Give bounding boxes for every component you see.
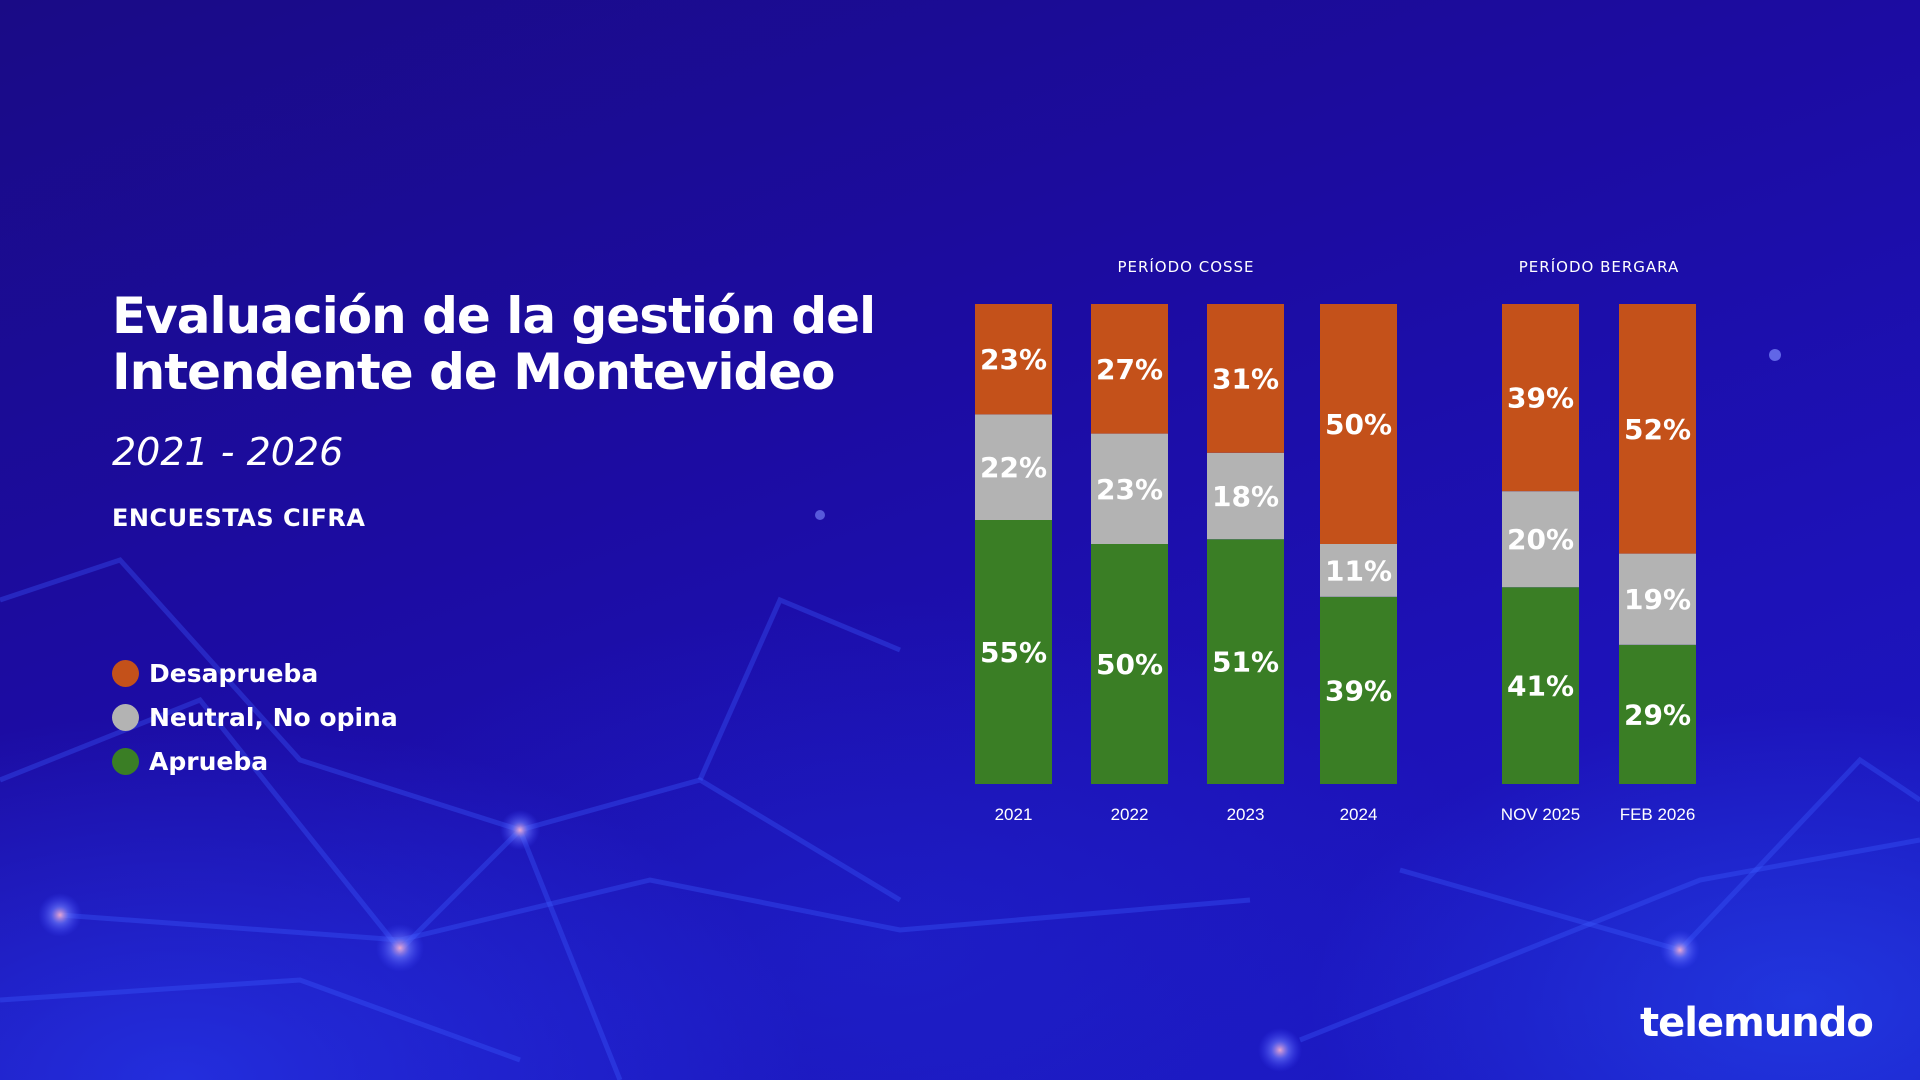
legend-dot-icon [112,659,139,687]
data-label: 20% [1507,523,1574,556]
title-line: Intendente de Montevideo [112,343,836,401]
data-label: 50% [1325,408,1392,441]
bar-segment [1091,544,1168,784]
data-label: 27% [1096,353,1163,386]
data-label: 18% [1212,480,1279,513]
x-tick-label: 2024 [1340,805,1378,824]
legend-label: Neutral, No opina [149,702,398,732]
data-label: 22% [980,451,1047,484]
bar-segment [1320,544,1397,597]
title-line: Evaluación de la gestión del [112,287,876,345]
bar-segment [1619,304,1696,554]
bar-segment [1502,491,1579,588]
bar-segment [1502,587,1579,784]
bar-segment [1502,304,1579,492]
legend-dot-icon [112,747,139,775]
source-label: ENCUESTAS CIFRA [112,504,366,532]
bar-segment [1091,433,1168,544]
data-label: 29% [1624,698,1691,731]
data-label: 50% [1096,648,1163,681]
legend-dot-icon [112,703,139,731]
group-label: PERÍODO COSSE [1117,257,1254,276]
data-label: 39% [1507,382,1574,415]
legend-item-aprueba: Aprueba [112,739,398,783]
bar-segment [1619,553,1696,645]
x-tick-label: FEB 2026 [1620,805,1696,824]
bar-segment [1207,452,1284,540]
legend: Desaprueba Neutral, No opina Aprueba [112,651,398,783]
legend-item-desaprueba: Desaprueba [112,651,398,695]
x-tick-label: NOV 2025 [1501,805,1580,824]
bar-segment [1320,304,1397,544]
x-tick-label: 2023 [1227,805,1265,824]
bar-segment [975,304,1052,415]
data-label: 31% [1212,362,1279,395]
data-label: 23% [980,343,1047,376]
bar-segment [975,414,1052,520]
bar-segment [975,520,1052,784]
legend-label: Aprueba [149,746,269,776]
data-label: 51% [1212,646,1279,679]
data-label: 52% [1624,413,1691,446]
page-title: Evaluación de la gestión del Intendente … [112,287,876,401]
data-label: 23% [1096,473,1163,506]
bar-segment [1320,596,1397,784]
bar-segment [1091,304,1168,434]
bar-segment [1619,644,1696,784]
subtitle: 2021 - 2026 [112,430,344,474]
telemundo-logo: telemundo [1640,1000,1874,1046]
bar-segment [1207,539,1284,784]
x-tick-label: 2022 [1111,805,1149,824]
data-label: 41% [1507,670,1574,703]
data-label: 19% [1624,583,1691,616]
bar-segment [1207,304,1284,453]
legend-item-neutral: Neutral, No opina [112,695,398,739]
data-label: 39% [1325,674,1392,707]
group-label: PERÍODO BERGARA [1519,257,1679,276]
data-label: 11% [1325,554,1392,587]
x-tick-label: 2021 [995,805,1033,824]
legend-label: Desaprueba [149,658,319,688]
data-label: 55% [980,636,1047,669]
